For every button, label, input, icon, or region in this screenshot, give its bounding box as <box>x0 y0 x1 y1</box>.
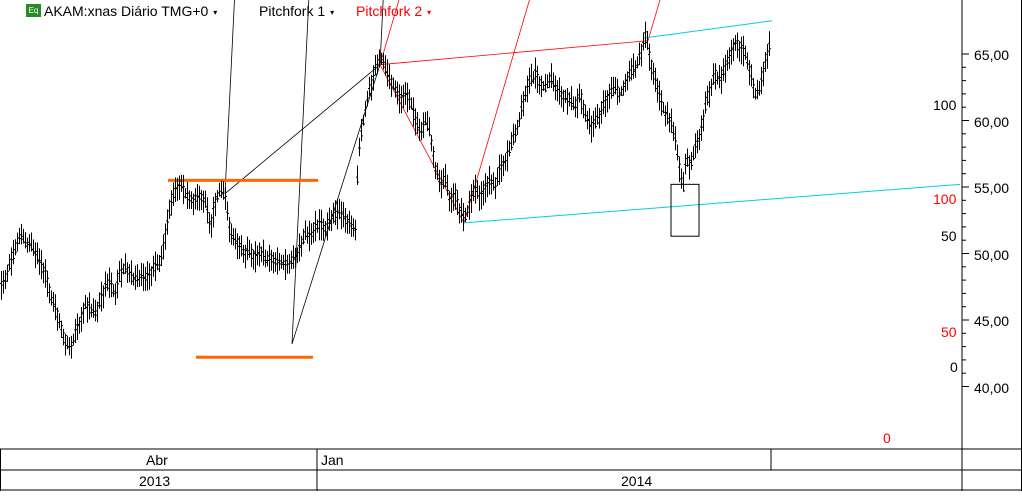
chevron-down-icon[interactable]: ▾ <box>213 7 218 17</box>
cyan-trendline <box>643 20 773 39</box>
pitchfork2-toggle[interactable]: Pitchfork 2 ▾ <box>356 3 431 19</box>
pitchfork1-level-50: 50 <box>941 228 957 244</box>
pitchfork2-label: Pitchfork 2 <box>356 3 423 19</box>
pitchfork1-lower-tine <box>224 0 235 194</box>
cyan-trendline <box>463 183 961 224</box>
y-tick-label: 55,00 <box>974 180 1010 196</box>
pitchfork1-label: Pitchfork 1 <box>259 3 326 19</box>
equity-icon: Eq <box>26 4 41 17</box>
x-tick-label-month: Jan <box>321 452 344 468</box>
x-tick-label-month: Abr <box>146 452 168 468</box>
y-tick-label: 65,00 <box>974 47 1010 63</box>
pitchfork1-toggle[interactable]: Pitchfork 1 ▾ <box>259 3 334 19</box>
pitchfork1-level-100: 100 <box>933 97 957 113</box>
x-tick-label-year: 2013 <box>139 473 171 489</box>
pitchfork2-median <box>463 0 530 224</box>
chevron-down-icon[interactable]: ▾ <box>427 7 432 17</box>
pitchfork1-upper-tine <box>379 0 384 65</box>
x-tick-label-year: 2014 <box>621 473 653 489</box>
y-tick-label: 45,00 <box>974 313 1010 329</box>
pitchfork2-level-100: 100 <box>933 191 957 207</box>
pitchfork2-upper-tine <box>379 0 400 65</box>
y-tick-label: 60,00 <box>974 114 1010 130</box>
pitchfork1-median <box>291 0 310 344</box>
pitchfork2-level-50: 50 <box>941 324 957 340</box>
highlight-box <box>670 183 700 237</box>
chart-title[interactable]: AKAM:xnas Diário TMG+0 ▾ <box>44 3 217 19</box>
y-tick-label: 50,00 <box>974 247 1010 263</box>
chevron-down-icon[interactable]: ▾ <box>330 7 335 17</box>
pitchfork1-level-0: 0 <box>950 359 958 375</box>
pitchfork2-lower-tine <box>647 0 661 41</box>
chart-title-text: AKAM:xnas Diário TMG+0 <box>44 3 209 19</box>
y-tick-label: 40,00 <box>974 380 1010 396</box>
pitchfork2-level-0: 0 <box>883 430 891 446</box>
